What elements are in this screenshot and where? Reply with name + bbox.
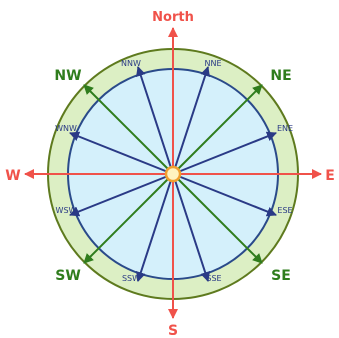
label-north: North bbox=[152, 10, 194, 25]
nne-arrow bbox=[172, 66, 210, 175]
label-nnw: NNW bbox=[121, 59, 141, 68]
se-arrow bbox=[172, 173, 263, 264]
ne-arrow bbox=[172, 84, 263, 175]
ene-arrow bbox=[172, 131, 277, 175]
label-sse: SSE bbox=[206, 274, 221, 283]
label-sw: SW bbox=[55, 268, 81, 284]
label-nne: NNE bbox=[204, 59, 221, 68]
ese-arrow bbox=[172, 173, 277, 217]
wnw-arrow bbox=[69, 131, 174, 175]
ssw-arrow bbox=[136, 173, 174, 282]
nw-arrow bbox=[83, 84, 174, 175]
label-west: W bbox=[5, 168, 20, 184]
sw-arrow bbox=[83, 173, 174, 264]
label-ne: NE bbox=[270, 68, 291, 84]
label-south: S bbox=[168, 323, 178, 338]
label-ene: ENE bbox=[277, 124, 293, 133]
label-se: SE bbox=[271, 268, 291, 284]
wsw-arrow bbox=[69, 173, 174, 217]
label-nw: NW bbox=[54, 68, 81, 84]
label-ese: ESE bbox=[277, 206, 292, 215]
center-hub bbox=[164, 165, 182, 183]
label-ssw: SSW bbox=[122, 274, 140, 283]
sse-arrow bbox=[172, 173, 210, 282]
nnw-arrow bbox=[136, 66, 174, 175]
label-east: E bbox=[325, 168, 335, 184]
label-wsw: WSW bbox=[56, 206, 77, 215]
label-wnw: WNW bbox=[55, 124, 77, 133]
